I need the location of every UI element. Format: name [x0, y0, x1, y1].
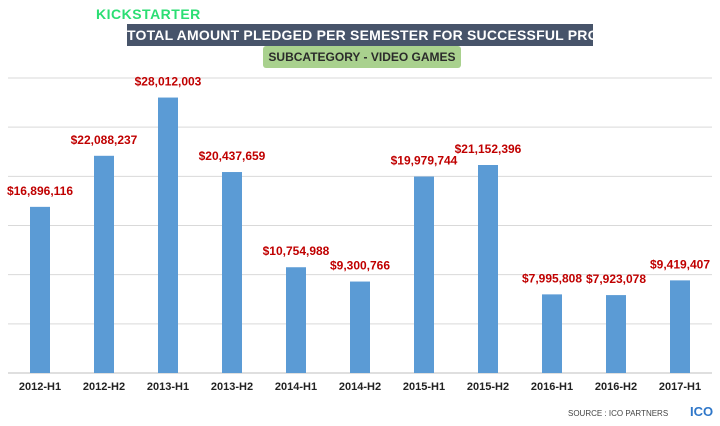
x-tick-label: 2015-H1 [403, 381, 445, 393]
data-label: $22,088,237 [71, 133, 138, 147]
bar [350, 281, 370, 373]
source-note: SOURCE : ICO PARTNERS [568, 409, 669, 418]
bar [542, 294, 562, 373]
chart-subtitle: SUBCATEGORY - VIDEO GAMES [263, 46, 461, 68]
data-label: $20,437,659 [199, 149, 266, 163]
x-tick-label: 2017-H1 [659, 381, 701, 393]
bar [222, 172, 242, 373]
x-tick-label: 2014-H2 [339, 381, 381, 393]
data-label: $7,995,808 [522, 271, 582, 285]
x-tick-label: 2014-H1 [275, 381, 317, 393]
x-tick-label: 2012-H1 [19, 381, 61, 393]
bar [286, 267, 306, 373]
x-tick-label: 2012-H2 [83, 381, 125, 393]
brand-name: KICKSTARTER [96, 6, 201, 22]
kickstarter-logo: KICKSTARTER [96, 6, 201, 22]
data-label: $28,012,003 [135, 75, 202, 89]
data-label: $16,896,116 [7, 184, 73, 198]
x-tick-label: 2015-H2 [467, 381, 509, 393]
data-label: $7,923,078 [586, 272, 646, 286]
data-label: $9,419,407 [650, 257, 710, 271]
data-label: $19,979,744 [391, 154, 458, 168]
bar [670, 280, 690, 373]
bar [478, 165, 498, 373]
data-label: $9,300,766 [330, 259, 390, 273]
bar [606, 295, 626, 373]
bar [414, 176, 434, 373]
x-tick-label: 2016-H1 [531, 381, 573, 393]
ico-logo: ICO [690, 404, 714, 419]
x-tick-label: 2016-H2 [595, 381, 637, 393]
bar [94, 155, 114, 373]
data-label: $10,754,988 [263, 244, 330, 258]
x-tick-label: 2013-H1 [147, 381, 189, 393]
bar [30, 206, 50, 373]
x-tick-label: 2013-H2 [211, 381, 253, 393]
data-label: $21,152,396 [455, 142, 522, 156]
chart-title: TOTAL AMOUNT PLEDGED PER SEMESTER FOR SU… [127, 24, 645, 46]
bar [158, 97, 178, 373]
